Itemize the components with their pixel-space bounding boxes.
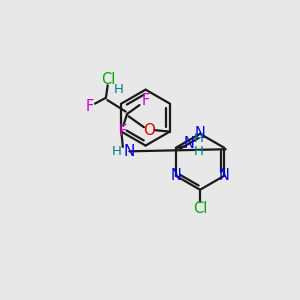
- Text: Cl: Cl: [101, 72, 116, 87]
- Text: F: F: [141, 93, 149, 108]
- Text: Cl: Cl: [193, 200, 207, 215]
- Text: N: N: [195, 126, 206, 141]
- Text: H: H: [112, 145, 122, 158]
- Text: F: F: [118, 124, 127, 139]
- Text: H: H: [194, 132, 203, 145]
- Text: F: F: [85, 99, 94, 114]
- Text: O: O: [143, 123, 155, 138]
- Text: H: H: [194, 145, 203, 158]
- Text: N: N: [170, 168, 181, 183]
- Text: N: N: [219, 168, 230, 183]
- Text: H: H: [113, 83, 123, 96]
- Text: N: N: [184, 136, 194, 152]
- Text: N: N: [124, 144, 135, 159]
